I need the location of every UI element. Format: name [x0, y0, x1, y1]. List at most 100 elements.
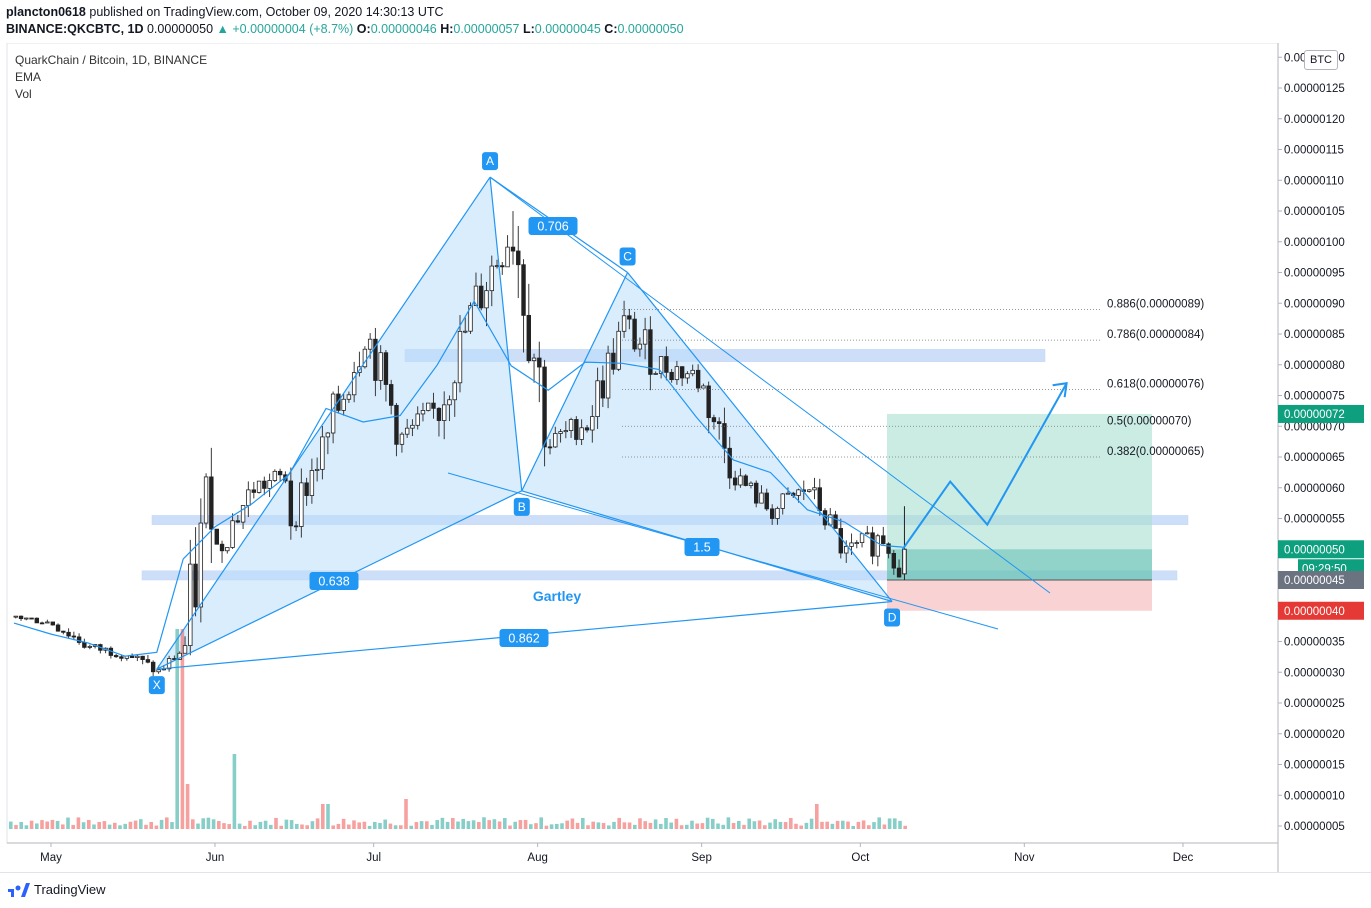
candle-up [759, 492, 764, 504]
candle-down [632, 318, 637, 350]
candle-down [129, 655, 135, 659]
candle-down [516, 250, 521, 266]
volume-bar [409, 825, 413, 829]
candle-down [193, 563, 198, 608]
tradingview-logo[interactable]: TradingView [8, 882, 106, 897]
currency-badge[interactable]: BTC [1304, 50, 1338, 70]
volume-bar [139, 819, 143, 829]
volume-bar [898, 820, 902, 829]
candle-down [61, 630, 66, 633]
legend-vol[interactable]: Vol [15, 87, 32, 101]
volume-bar [50, 819, 55, 829]
candlesticks [13, 211, 907, 677]
candle-down [817, 487, 822, 512]
volume-bars [9, 629, 907, 829]
volume-bar [471, 820, 476, 829]
candle-down [600, 380, 606, 399]
volume-bar [799, 825, 803, 829]
low-price-tag: 0.00000045 [1284, 575, 1345, 587]
candle-down [547, 446, 553, 449]
candle-up [558, 431, 563, 434]
pattern-line-ab [489, 177, 523, 491]
candle-down [82, 642, 87, 648]
volume-bar [846, 821, 850, 829]
candle-down [732, 477, 738, 486]
candle-down [150, 661, 156, 673]
volume-bar [570, 818, 575, 829]
pattern-point-label: A [486, 154, 494, 168]
target-price-tag-bg [1278, 404, 1364, 423]
candle-up [272, 470, 278, 481]
volume-bar [107, 824, 112, 829]
y-tick-label: 0.00000070 [1284, 421, 1345, 433]
candle-up [45, 621, 50, 624]
candle-up [658, 356, 664, 374]
volume-bar [513, 821, 517, 829]
candle-up [642, 329, 648, 345]
chart-area[interactable]: 0.00000005 0.00000010 0.00000015 0.00000020… [0, 42, 1371, 872]
volume-bar [555, 823, 559, 829]
volume-bar [149, 821, 153, 829]
projection-arrow-icon [1052, 382, 1068, 398]
candle-down [336, 393, 341, 411]
legend-ema[interactable]: EMA [15, 70, 42, 84]
volume-bar [378, 822, 382, 829]
volume-bar [362, 821, 367, 829]
candle-down [537, 357, 542, 368]
candle-up [87, 646, 93, 648]
volume-bar [778, 821, 783, 829]
volume-bar [825, 821, 829, 829]
volume-bar [159, 819, 164, 829]
volume-bar [451, 818, 455, 829]
volume-bar [664, 818, 668, 829]
candle-up [240, 505, 246, 523]
candle-up [637, 343, 643, 350]
candle-up [807, 489, 812, 492]
volume-bar [747, 818, 751, 829]
candle-up [230, 520, 235, 548]
volume-bar [430, 824, 434, 829]
candle-up [13, 615, 18, 618]
volume-bar [232, 754, 237, 829]
legend-title[interactable]: QuarkChain / Bitcoin, 1D, BINANCE [15, 53, 208, 67]
volume-bar [336, 823, 341, 829]
ratio-badge [684, 538, 720, 556]
volume-bar [861, 820, 866, 829]
candle-down [479, 285, 484, 309]
candle-up [796, 489, 801, 496]
volume-bar [118, 825, 122, 829]
y-tick-label: 0.00000075 [1284, 391, 1345, 403]
volume-bar [466, 821, 471, 829]
y-tick-label: 0.00000055 [1284, 514, 1345, 526]
volume-bar [872, 822, 876, 829]
volume-bar [638, 818, 642, 829]
candle-down [145, 659, 151, 663]
volume-bar [752, 821, 757, 829]
publisher-name[interactable]: plancton0618 [6, 5, 86, 19]
candle-down [669, 371, 674, 381]
price-chart[interactable]: 0.00000005 0.00000010 0.00000015 0.00000020… [0, 42, 1371, 872]
candle-up [325, 432, 331, 438]
pattern-name: Gartley [533, 588, 581, 604]
chart-legend: QuarkChain / Bitcoin, 1D, BINANCE EMA Vo… [15, 52, 207, 103]
candle-down [584, 427, 590, 431]
candle-up [198, 522, 204, 608]
volume-bar [549, 824, 554, 829]
pattern-point-x [148, 676, 165, 695]
candle-up [341, 398, 346, 411]
volume-bar [373, 821, 377, 829]
y-tick-label: 0.00000105 [1284, 206, 1345, 218]
candle-up [367, 338, 373, 350]
candle-down [394, 404, 399, 445]
ratio-label: 0.862 [508, 632, 539, 646]
low-price-tag-bg [1278, 571, 1364, 589]
volume-bar [196, 823, 200, 829]
volume-bar [315, 818, 320, 829]
volume-bar [40, 820, 44, 829]
volume-bar [399, 825, 403, 829]
volume-bar [383, 819, 387, 829]
candle-up [267, 480, 272, 489]
candle-down [214, 528, 219, 545]
volume-bar [347, 824, 351, 829]
target-price-tag: 0.00000072 [1284, 409, 1345, 421]
